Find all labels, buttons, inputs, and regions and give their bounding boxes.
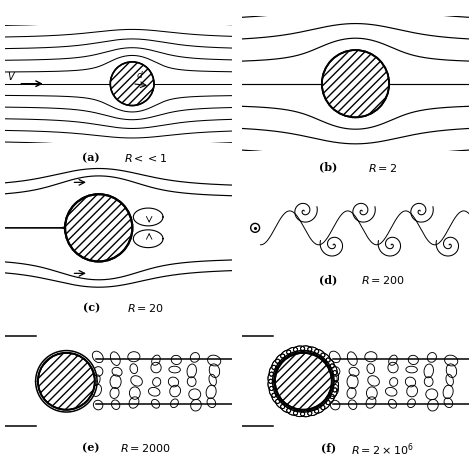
- Text: (e): (e): [82, 442, 100, 453]
- Text: $R = 200$: $R = 200$: [361, 274, 405, 286]
- Text: $R = 2\times10^{6}$: $R = 2\times10^{6}$: [351, 442, 414, 458]
- Text: $R = 2000$: $R = 2000$: [120, 442, 171, 454]
- Text: $d$: $d$: [136, 69, 144, 80]
- Text: (d): (d): [319, 274, 337, 286]
- Text: (b): (b): [319, 162, 337, 173]
- Text: (c): (c): [82, 302, 100, 313]
- Text: $R = 2$: $R = 2$: [368, 162, 398, 173]
- Text: (f): (f): [320, 442, 336, 453]
- Circle shape: [322, 50, 389, 117]
- Circle shape: [110, 62, 154, 106]
- Text: $R << 1$: $R << 1$: [124, 153, 167, 164]
- Text: $R = 20$: $R = 20$: [128, 302, 164, 314]
- Text: (a): (a): [82, 153, 100, 163]
- Circle shape: [275, 353, 332, 410]
- Circle shape: [251, 223, 260, 232]
- Circle shape: [65, 194, 132, 261]
- Text: $V$: $V$: [7, 70, 16, 82]
- Circle shape: [38, 353, 95, 410]
